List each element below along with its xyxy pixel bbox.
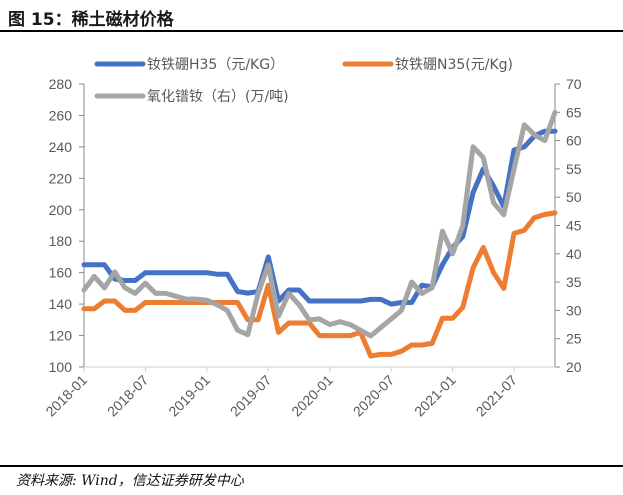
left-tick-label: 200 [49,202,73,218]
right-tick-label: 65 [566,104,582,120]
right-tick-label: 45 [566,218,582,234]
x-tick-label: 2021-01 [411,372,459,420]
left-tick-label: 280 [49,76,73,92]
x-tick-label: 2019-07 [227,372,275,420]
right-tick-label: 40 [566,246,582,262]
left-tick-label: 140 [49,296,73,312]
x-tick-label: 2018-07 [104,372,152,420]
x-tick-label: 2018-01 [42,372,90,420]
right-tick-label: 30 [566,302,582,318]
source-note: 资料来源: Wind，信达证券研发中心 [16,473,244,489]
right-tick-label: 60 [566,133,582,149]
right-tick-label: 35 [566,274,582,290]
left-tick-label: 100 [49,359,73,375]
title-rule [0,30,623,32]
legend-label: 钕铁硼H35（元/KG） [147,57,284,73]
left-tick-label: 220 [49,170,73,186]
source-rule [0,465,623,467]
x-tick-label: 2020-01 [288,372,336,420]
left-tick-label: 160 [49,265,73,281]
series-line-1 [81,128,558,307]
right-tick-label: 55 [566,161,582,177]
x-tick-label: 2021-07 [473,372,521,420]
left-tick-label: 120 [49,328,73,344]
right-tick-label: 25 [566,331,582,347]
left-tick-label: 260 [49,107,73,123]
right-tick-label: 50 [566,189,582,205]
right-tick-label: 70 [566,76,582,92]
x-tick-label: 2020-07 [350,372,398,420]
series-line-2 [81,210,558,359]
series-line-3 [81,109,558,339]
legend-label: 钕铁硼N35(元/Kg) [395,57,513,73]
x-tick-label: 2019-01 [165,372,213,420]
left-tick-label: 180 [49,233,73,249]
legend-label: 氧化镨钕（右）(万/吨) [147,89,289,105]
left-tick-label: 240 [49,139,73,155]
figure-title: 图 15：稀土磁材价格 [8,10,174,30]
right-tick-label: 20 [566,359,582,375]
